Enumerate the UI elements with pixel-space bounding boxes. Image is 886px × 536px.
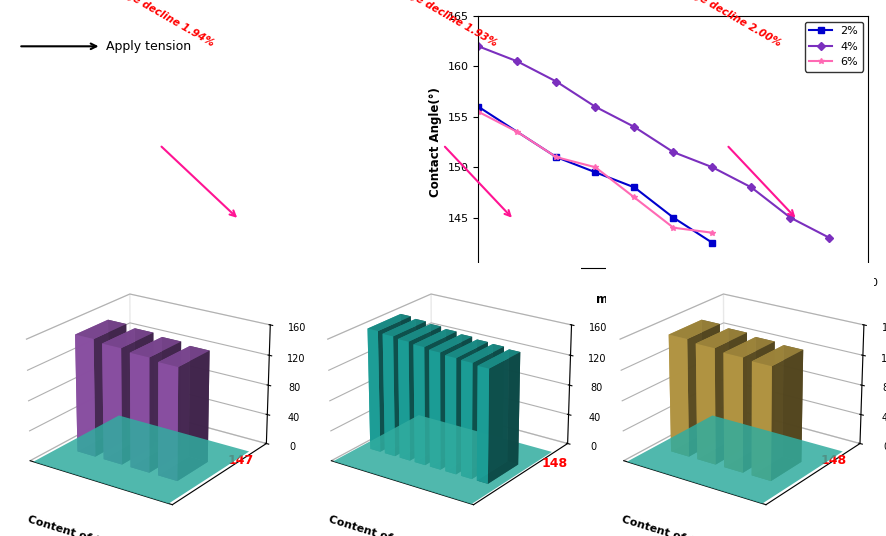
Text: Average percentage decline 2.00%: Average percentage decline 2.00% (602, 0, 783, 48)
4% (590, 103, 601, 110)
Text: Average percentage decline 1.93%: Average percentage decline 1.93% (319, 0, 500, 48)
Line: 6%: 6% (476, 109, 715, 235)
2% (590, 169, 601, 175)
4% (785, 214, 796, 221)
6% (590, 164, 601, 170)
Legend: 2%, 4%, 6%: 2%, 4%, 6% (805, 21, 863, 72)
6% (629, 194, 640, 200)
4% (746, 184, 757, 191)
4% (668, 149, 679, 155)
4% (512, 58, 523, 65)
Text: Average percentage decline 1.94%: Average percentage decline 1.94% (35, 0, 216, 48)
4% (824, 235, 835, 241)
4% (629, 124, 640, 130)
Line: 4%: 4% (476, 43, 832, 241)
6% (551, 154, 562, 160)
6% (707, 229, 718, 236)
X-axis label: Content of 4%: Content of 4% (328, 514, 416, 536)
Y-axis label: Contact Angle(°): Contact Angle(°) (429, 87, 442, 197)
X-axis label: migration distance(cm): migration distance(cm) (596, 293, 750, 306)
6% (473, 109, 484, 115)
4% (551, 78, 562, 85)
Line: 2%: 2% (476, 104, 715, 245)
4% (473, 43, 484, 49)
2% (473, 103, 484, 110)
2% (707, 240, 718, 246)
Text: Apply tension: Apply tension (106, 40, 191, 53)
X-axis label: Content of 6%: Content of 6% (620, 514, 708, 536)
2% (551, 154, 562, 160)
2% (629, 184, 640, 191)
X-axis label: Content of 2%: Content of 2% (27, 514, 114, 536)
6% (668, 225, 679, 231)
6% (512, 129, 523, 135)
4% (707, 164, 718, 170)
2% (668, 214, 679, 221)
